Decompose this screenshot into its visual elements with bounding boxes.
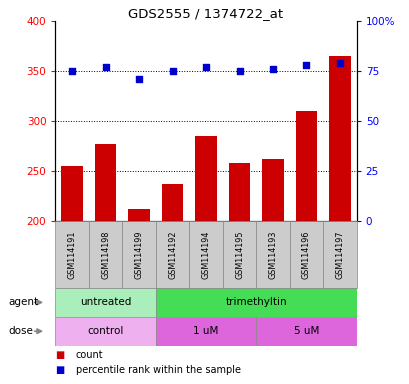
Text: 5 uM: 5 uM (293, 326, 318, 336)
Text: GSM114199: GSM114199 (134, 230, 143, 279)
Bar (295, 111, 317, 221)
Point (69, 68, 75, 74)
Text: percentile rank within the sample: percentile rank within the sample (76, 366, 240, 376)
Point (302, 62, 309, 68)
Text: agent: agent (8, 297, 38, 308)
Bar (161, 184, 183, 221)
Text: GSM114196: GSM114196 (301, 230, 310, 278)
Bar (322, 221, 356, 288)
Bar (328, 56, 350, 221)
Bar (289, 221, 322, 288)
Text: count: count (76, 350, 103, 360)
Bar (155, 288, 356, 317)
Text: control: control (87, 326, 124, 336)
Bar (55, 221, 89, 288)
Bar (128, 209, 150, 221)
Bar (189, 221, 222, 288)
Bar (256, 221, 289, 288)
Text: trimethyltin: trimethyltin (225, 297, 286, 308)
Text: dose: dose (8, 326, 33, 336)
Bar (261, 159, 283, 221)
Bar (61, 166, 83, 221)
Text: ■: ■ (55, 350, 65, 360)
Text: GSM114195: GSM114195 (234, 230, 243, 279)
Bar (256, 317, 356, 346)
Point (269, 66, 276, 72)
Point (169, 68, 175, 74)
Bar (228, 163, 250, 221)
Bar (155, 317, 256, 346)
Bar (89, 221, 122, 288)
Bar (122, 221, 155, 288)
Bar (155, 221, 189, 288)
Text: GSM114194: GSM114194 (201, 230, 210, 278)
Point (236, 68, 242, 74)
Text: untreated: untreated (80, 297, 131, 308)
Point (202, 64, 209, 70)
Bar (94, 144, 116, 221)
Text: GSM114193: GSM114193 (268, 230, 277, 278)
Point (135, 76, 142, 82)
Bar (222, 221, 256, 288)
Text: 1 uM: 1 uM (193, 326, 218, 336)
Point (336, 60, 342, 66)
Text: GSM114192: GSM114192 (168, 230, 177, 279)
Bar (195, 136, 216, 221)
Text: GSM114197: GSM114197 (335, 230, 344, 279)
Bar (55, 317, 155, 346)
Text: ■: ■ (55, 366, 65, 376)
Text: GSM114191: GSM114191 (67, 230, 76, 278)
Bar (55, 288, 155, 317)
Text: GSM114198: GSM114198 (101, 230, 110, 278)
Title: GDS2555 / 1374722_at: GDS2555 / 1374722_at (128, 7, 283, 20)
Point (102, 64, 109, 70)
